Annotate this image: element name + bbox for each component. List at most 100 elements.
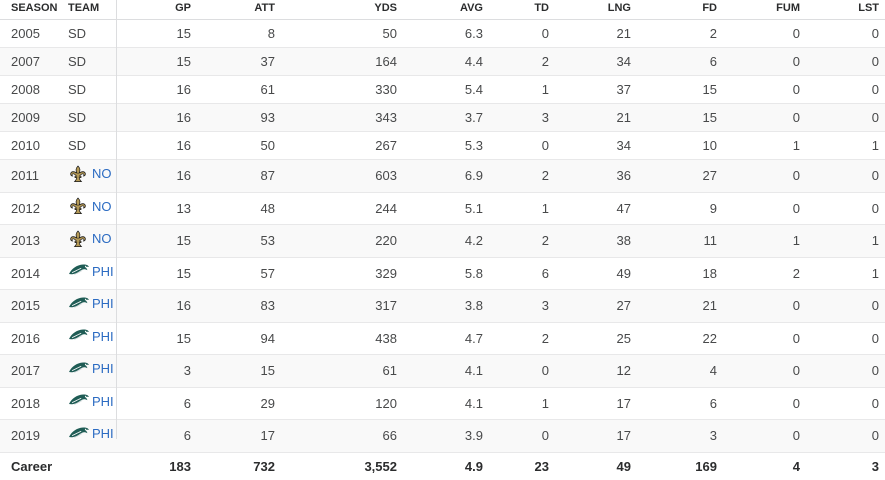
header-att[interactable]: ATT [197,0,281,20]
gp-cell: 15 [116,47,197,76]
team-cell[interactable]: NO [58,224,116,258]
team-cell[interactable]: NO [58,159,116,193]
header-td[interactable]: TD [489,0,555,20]
table-row: 2019 PHI 6 17 66 3.9 0 17 3 0 0 [0,419,885,453]
table-row: 2009 SD 16 93 343 3.7 3 21 15 0 0 [0,103,885,132]
team-cell-inner: PHI [68,355,114,382]
header-row: SEASON TEAM GP ATT YDS AVG TD LNG FD FUM… [0,0,885,20]
lst-cell: 0 [806,354,885,388]
team-link[interactable]: PHI [92,426,114,441]
career-label: Career [11,458,53,474]
fd-cell: 10 [637,131,723,160]
td-cell: 3 [489,103,555,132]
lst-cell: 0 [806,159,885,193]
yds-cell: 317 [281,289,403,323]
season-cell: 2008 [0,75,58,104]
table-row: 2018 PHI 6 29 120 4.1 1 17 6 0 0 [0,387,885,420]
header-fum[interactable]: FUM [723,0,806,20]
header-gp[interactable]: GP [116,0,197,20]
team-cell[interactable]: PHI [58,257,116,290]
team-cell-inner: SD [68,132,86,159]
team-cell[interactable]: PHI [58,322,116,355]
fum-cell: 0 [723,419,806,453]
stats-body: 2005 SD 15 8 50 6.3 0 21 2 0 0 2007 SD 15 37 164 4.4 2 34 6… [0,19,885,453]
fd-cell: 6 [637,387,723,420]
lng-cell: 21 [555,19,637,48]
team-cell-inner: NO [68,225,112,252]
lst-cell: 0 [806,47,885,76]
fd-cell: 3 [637,419,723,453]
lst-cell: 1 [806,224,885,258]
avg-cell: 5.1 [403,192,489,225]
header-lng[interactable]: LNG [555,0,637,20]
gp-cell: 6 [116,419,197,453]
lng-cell: 36 [555,159,637,193]
team-link[interactable]: NO [92,231,112,246]
fleur-de-lis-icon [68,165,90,183]
fleur-de-lis-icon [68,230,90,248]
fum-cell: 0 [723,354,806,388]
team-link[interactable]: PHI [92,263,114,279]
fleur-de-lis-icon [68,197,90,215]
fd-cell: 2 [637,19,723,48]
td-cell: 0 [489,354,555,388]
att-cell: 15 [197,354,281,388]
table-row: 2014 PHI 15 57 329 5.8 6 49 18 2 1 [0,257,885,290]
gp-cell: 15 [116,322,197,355]
fd-cell: 18 [637,257,723,290]
team-cell[interactable]: PHI [58,354,116,388]
td-cell: 1 [489,387,555,420]
team-link[interactable]: PHI [92,328,114,344]
yds-cell: 330 [281,75,403,104]
header-fd[interactable]: FD [637,0,723,20]
career-lng: 49 [616,458,631,474]
team-cell[interactable]: PHI [58,289,116,323]
career-yds: 3,552 [364,458,397,474]
team-link[interactable]: PHI [92,393,114,409]
gp-cell: 15 [116,257,197,290]
lst-cell: 0 [806,387,885,420]
lng-cell: 38 [555,224,637,258]
team-cell-inner: PHI [68,420,114,447]
avg-cell: 3.9 [403,419,489,453]
att-cell: 50 [197,131,281,160]
header-yds[interactable]: YDS [281,0,403,20]
avg-cell: 6.3 [403,19,489,48]
team-cell-inner: SD [68,20,86,47]
gp-cell: 15 [116,224,197,258]
fum-cell: 0 [723,387,806,420]
team-cell-inner: PHI [68,388,114,415]
header-lst[interactable]: LST [806,0,885,20]
fd-cell: 15 [637,75,723,104]
career-td: 23 [534,458,549,474]
eagle-head-icon [68,327,90,345]
season-cell: 2005 [0,19,58,48]
team-cell: SD [58,47,116,76]
header-season[interactable]: SEASON [0,0,58,20]
avg-cell: 4.1 [403,387,489,420]
td-cell: 2 [489,322,555,355]
team-cell[interactable]: PHI [58,419,116,453]
table-row: 2012 NO 13 48 244 5.1 1 47 9 0 0 [0,192,885,225]
team-link[interactable]: NO [92,166,112,181]
header-avg[interactable]: AVG [403,0,489,20]
eagle-head-icon [68,295,90,313]
fd-cell: 15 [637,103,723,132]
yds-cell: 438 [281,322,403,355]
team-cell[interactable]: PHI [58,387,116,420]
team-link[interactable]: NO [92,198,112,214]
team-link[interactable]: PHI [92,361,114,376]
team-link[interactable]: PHI [92,296,114,311]
team-cell[interactable]: NO [58,192,116,225]
td-cell: 2 [489,224,555,258]
team-label: SD [68,82,87,97]
header-team[interactable]: TEAM [58,0,116,20]
att-cell: 61 [197,75,281,104]
table-row: 2016 PHI 15 94 438 4.7 2 25 22 0 0 [0,322,885,355]
avg-cell: 6.9 [403,159,489,193]
gp-cell: 15 [116,19,197,48]
gp-cell: 6 [116,387,197,420]
season-cell: 2010 [0,131,58,160]
